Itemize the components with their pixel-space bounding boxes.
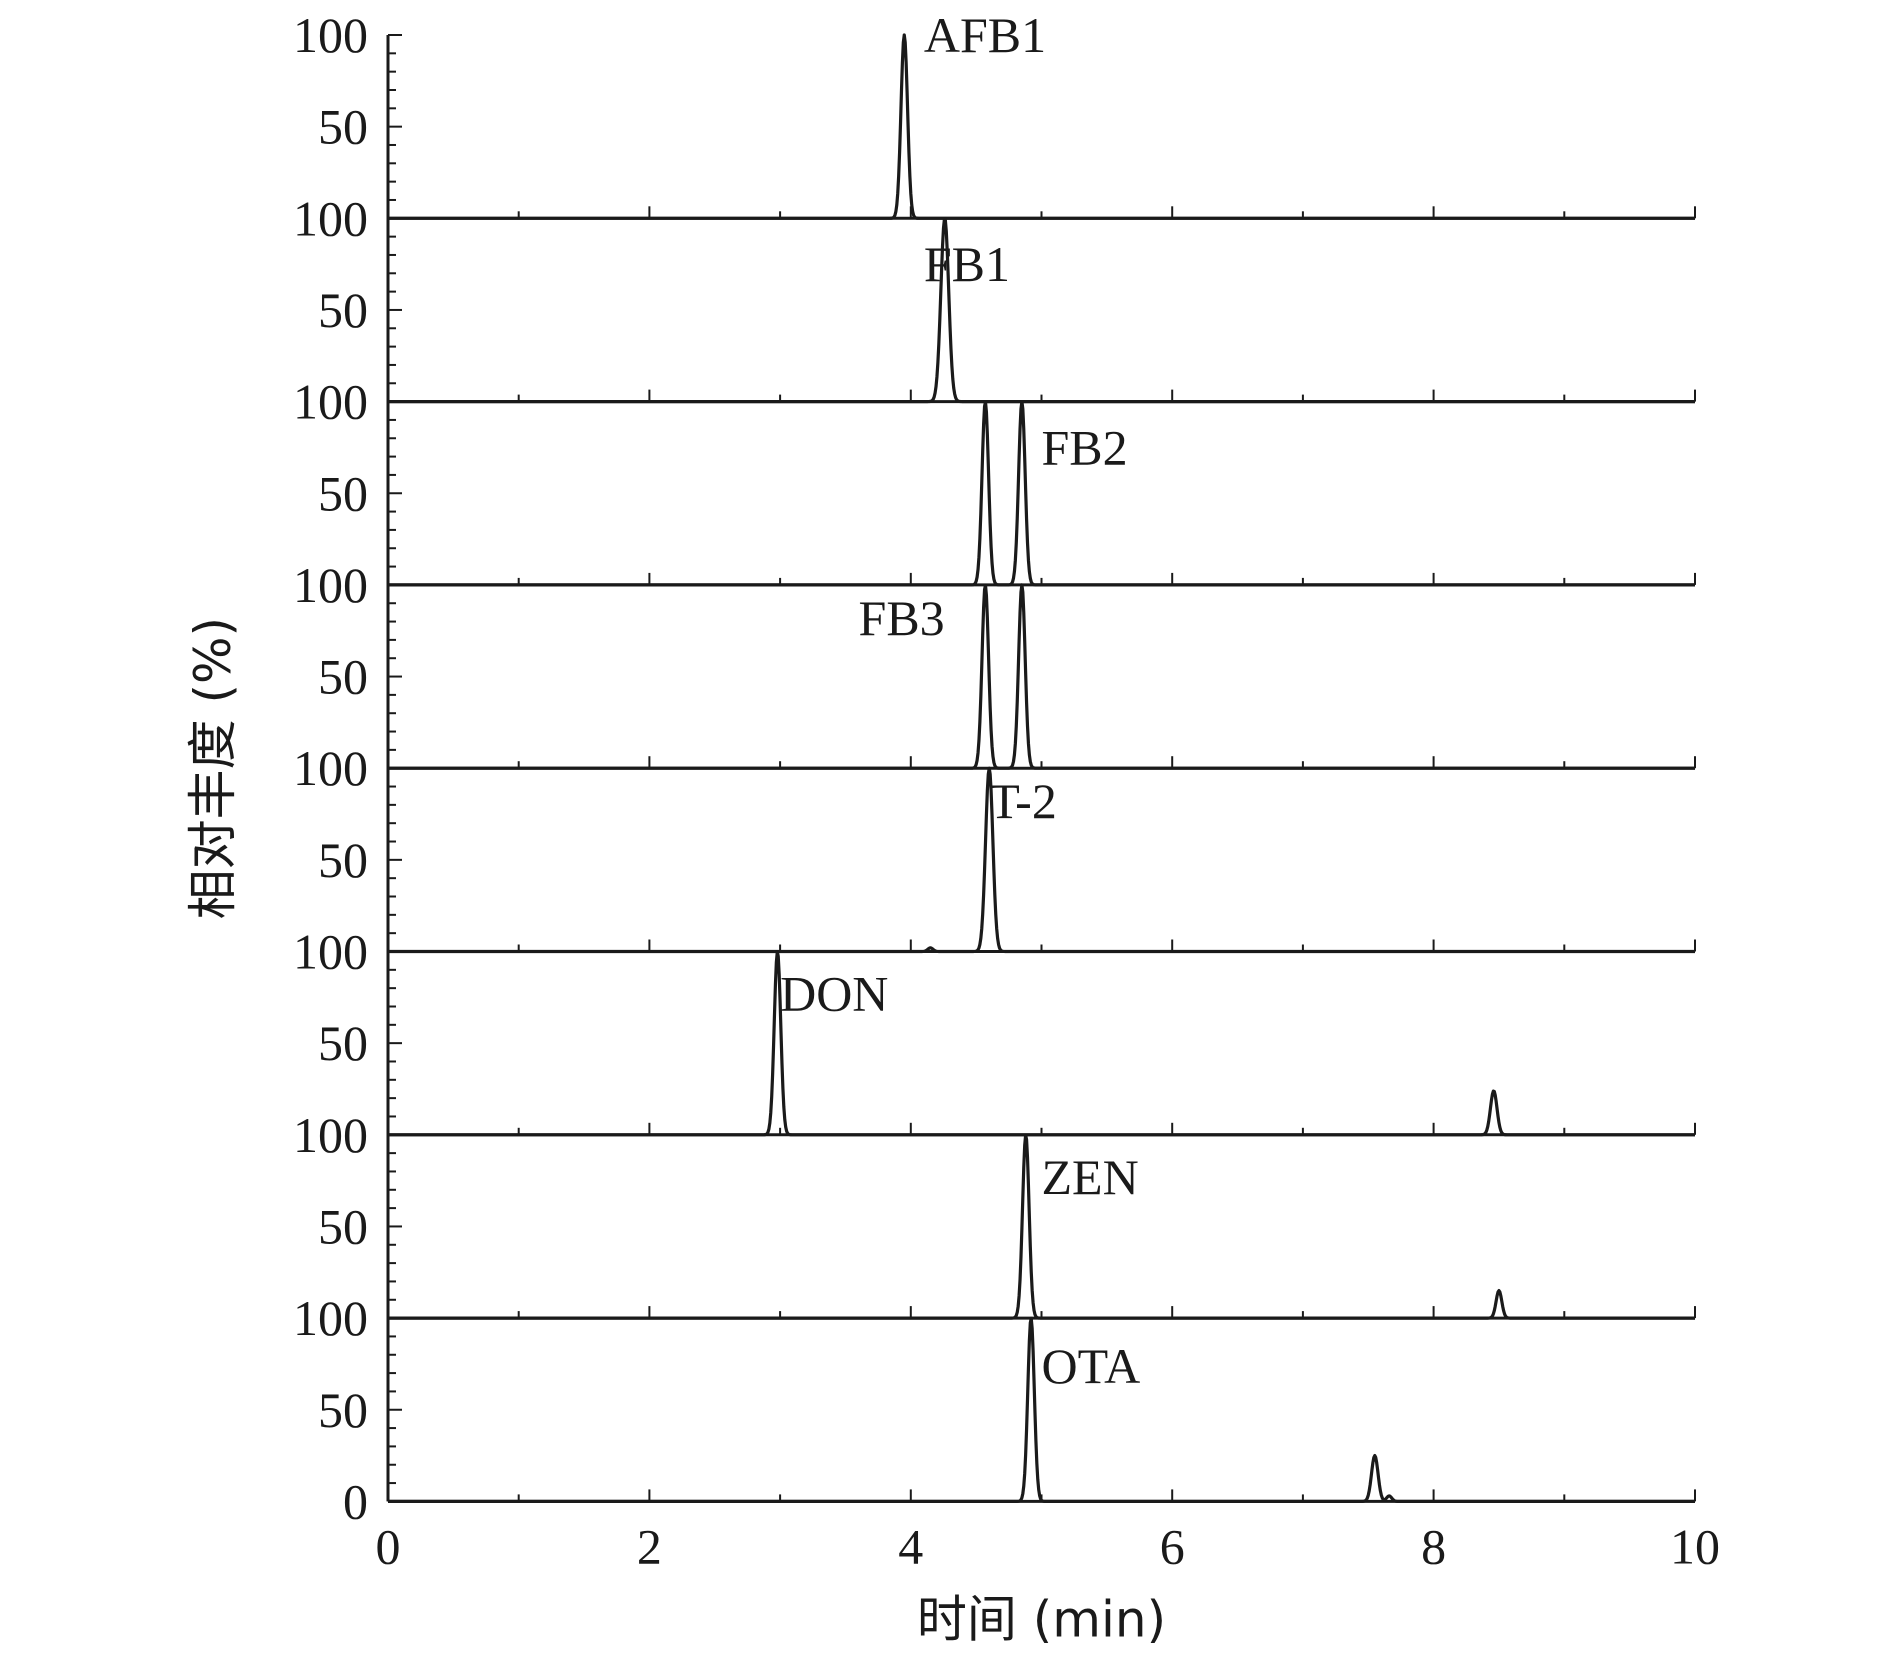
y-tick-label: 50 bbox=[318, 649, 368, 705]
peak-label: FB2 bbox=[1042, 419, 1128, 475]
panel-zen: 100 50 ZEN bbox=[293, 1107, 1696, 1320]
chromatogram-trace bbox=[387, 400, 1696, 587]
peak-label: OTA bbox=[1042, 1338, 1141, 1394]
peak-label: AFB1 bbox=[924, 7, 1046, 63]
chromatogram-trace bbox=[387, 1316, 1696, 1503]
y-tick-label: 50 bbox=[318, 1015, 368, 1071]
panel-fb1: 100 50 FB1 bbox=[293, 190, 1696, 404]
y-tick-label: 0 bbox=[343, 1473, 368, 1529]
chromatogram-trace bbox=[387, 1133, 1696, 1320]
peak-label: ZEN bbox=[1042, 1149, 1139, 1205]
y-tick-label: 100 bbox=[293, 7, 368, 63]
peak-label: DON bbox=[780, 966, 888, 1022]
x-tick-label: 0 bbox=[376, 1518, 401, 1574]
peak-label: FB1 bbox=[924, 236, 1010, 292]
chromatogram-trace bbox=[387, 766, 1696, 954]
panel-fb3: 100 50 FB3 bbox=[293, 557, 1696, 770]
y-tick-label: 50 bbox=[318, 99, 368, 155]
y-tick-label: 100 bbox=[293, 740, 368, 796]
y-tick-label: 100 bbox=[293, 1290, 368, 1346]
y-tick-label: 100 bbox=[293, 557, 368, 613]
y-tick-label: 50 bbox=[318, 832, 368, 888]
y-tick-label: 50 bbox=[318, 282, 368, 338]
panel-t-2: 100 50 T-2 bbox=[293, 740, 1696, 954]
chromatogram-trace bbox=[387, 583, 1696, 770]
x-axis-title: 时间 (min) bbox=[917, 1590, 1166, 1648]
panel-fb2: 100 50 FB2 bbox=[293, 374, 1696, 587]
chromatogram-trace bbox=[387, 33, 1696, 220]
y-tick-label: 100 bbox=[293, 1107, 368, 1163]
peak-label: FB3 bbox=[859, 590, 945, 646]
x-tick-label: 8 bbox=[1421, 1518, 1446, 1574]
chromatogram-trace bbox=[387, 950, 1696, 1137]
panels-group: 100 50 AFB1 100 50 FB1 100 50 FB2 100 50 FB3 100 50 T-… bbox=[293, 7, 1696, 1529]
y-axis-title: 相对丰度 (%) bbox=[184, 617, 242, 919]
peak-label: T-2 bbox=[989, 773, 1057, 829]
x-axis: 0 2 4 6 8 10 bbox=[376, 1518, 1721, 1574]
x-tick-label: 4 bbox=[898, 1518, 923, 1574]
panel-ota: 100 50 0 OTA bbox=[293, 1290, 1696, 1529]
y-tick-label: 50 bbox=[318, 1382, 368, 1438]
chromatogram-trace bbox=[387, 217, 1696, 404]
y-tick-label: 100 bbox=[293, 190, 368, 246]
x-tick-label: 10 bbox=[1670, 1518, 1720, 1574]
y-tick-label: 100 bbox=[293, 924, 368, 980]
panel-don: 100 50 DON bbox=[293, 924, 1696, 1137]
y-tick-label: 100 bbox=[293, 374, 368, 430]
y-tick-label: 50 bbox=[318, 1198, 368, 1254]
panel-afb1: 100 50 AFB1 bbox=[293, 7, 1696, 220]
y-tick-label: 50 bbox=[318, 465, 368, 521]
x-tick-label: 6 bbox=[1160, 1518, 1185, 1574]
x-tick-label: 2 bbox=[637, 1518, 662, 1574]
